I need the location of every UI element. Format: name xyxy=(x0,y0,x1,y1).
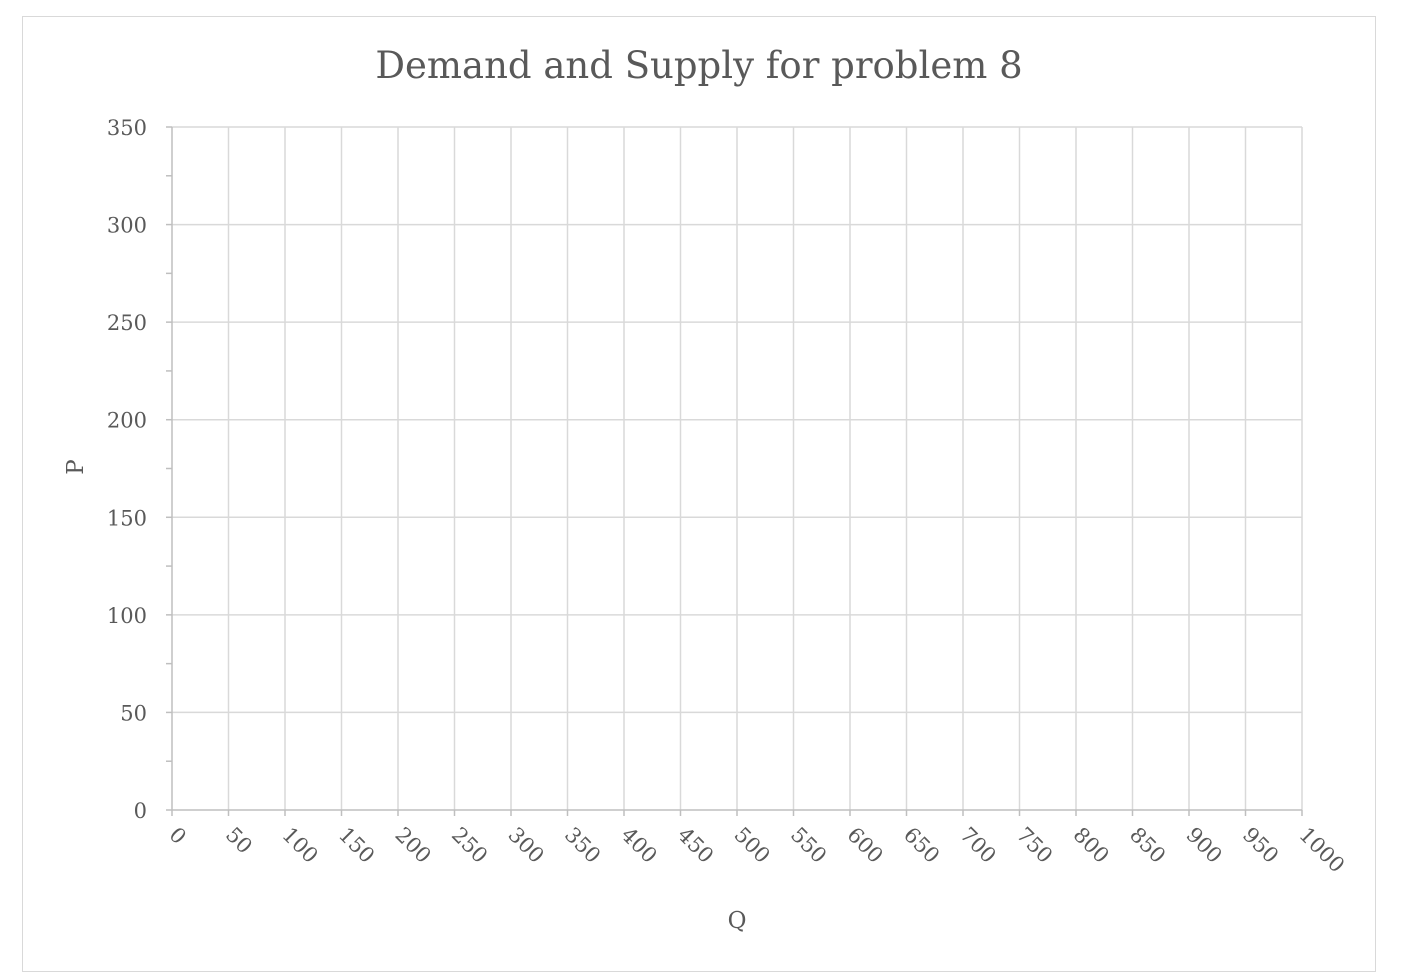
x-axis-label: Q xyxy=(728,908,747,934)
x-tick-label: 450 xyxy=(673,823,718,868)
y-tick-label: 350 xyxy=(107,116,147,140)
chart-title: Demand and Supply for problem 8 xyxy=(375,44,1022,87)
y-tick-labels: 0 50 100 150 200 250 300 350 xyxy=(107,116,147,823)
y-tick-label: 150 xyxy=(107,506,147,530)
x-tick-label: 250 xyxy=(447,823,492,868)
x-tick-label: 700 xyxy=(955,823,1000,868)
x-tick-label: 100 xyxy=(277,823,322,868)
x-tick-label: 50 xyxy=(221,823,257,859)
y-tick-label: 200 xyxy=(107,409,147,433)
gridlines xyxy=(172,126,1303,810)
x-tick-labels: 0 50 100 150 200 250 300 350 400 450 500 550 600 650 7… xyxy=(164,823,1349,878)
x-tick-label: 0 xyxy=(164,823,190,849)
x-tick-label: 950 xyxy=(1238,823,1283,868)
x-tick-label: 400 xyxy=(616,823,661,868)
y-tick-label: 0 xyxy=(134,799,147,823)
y-tick-label: 100 xyxy=(107,604,147,628)
x-tick-label: 300 xyxy=(503,823,548,868)
y-tick-label: 50 xyxy=(120,701,147,725)
chart-frame xyxy=(22,16,1376,972)
x-tick-label: 150 xyxy=(334,823,379,868)
x-tick-label: 500 xyxy=(729,823,774,868)
x-tick-label: 650 xyxy=(899,823,944,868)
x-tick-label: 750 xyxy=(1012,823,1057,868)
x-tick-label: 800 xyxy=(1068,823,1113,868)
x-tick-label: 600 xyxy=(842,823,887,868)
x-tick-label: 200 xyxy=(390,823,435,868)
x-tick-label: 900 xyxy=(1181,823,1226,868)
x-tick-label: 350 xyxy=(560,823,605,868)
y-axis-label: P xyxy=(63,459,89,474)
x-tick-label: 1000 xyxy=(1294,823,1349,878)
x-tick-label: 550 xyxy=(786,823,831,868)
axes xyxy=(166,126,1303,816)
x-tick-label: 850 xyxy=(1125,823,1170,868)
y-tick-label: 300 xyxy=(107,214,147,238)
y-tick-label: 250 xyxy=(107,311,147,335)
